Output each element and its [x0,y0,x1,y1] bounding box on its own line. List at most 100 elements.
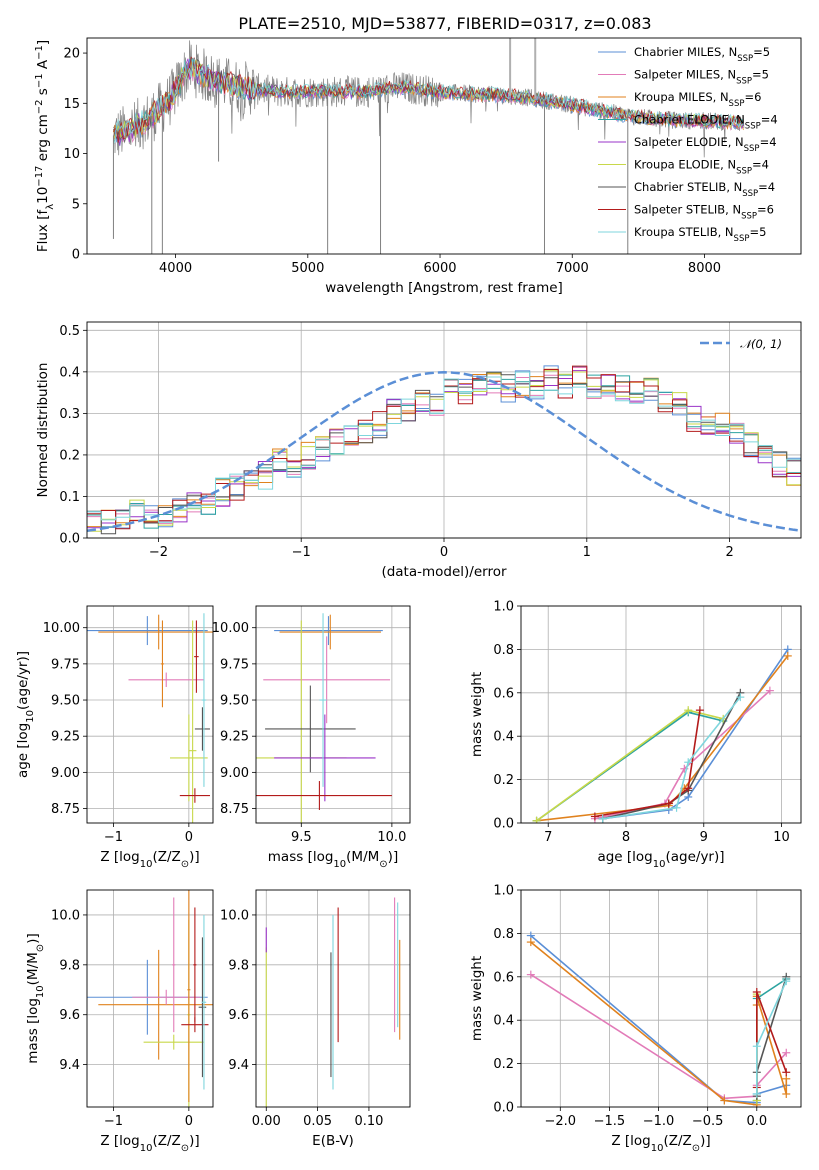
panel-mass-vs-z: −1 09.49.69.810.0Z [log10(Z/Z⊙)]mass [log… [25,889,214,1154]
legend-suffix: =4 [760,135,777,149]
y-axis-label-part: s [35,88,51,99]
legend-sub: SSP [744,144,760,154]
data-point [172,897,176,1033]
axes-frame [86,889,214,1108]
legend-entry: 𝒩(0, 1) [740,337,782,351]
legend-label: Salpeter STELIB, N [634,203,741,217]
data-point [128,672,204,688]
y-tick-label: 0.4 [493,1014,514,1029]
x-axis-label-part: 10 [653,859,666,870]
axes-frame [255,605,411,824]
plot-area-residuals [87,365,801,535]
legend-suffix: =5 [752,68,769,82]
x-tick-label: 0 [185,830,193,845]
x-axis-label: Z [log10(Z/Z⊙)] [611,1133,710,1154]
x-tick-label: 0.00 [252,1114,281,1129]
plot-area-mass-vs-ebv [265,897,401,1107]
figure-title: PLATE=2510, MJD=53877, FIBERID=0317, z=0… [238,14,651,33]
y-axis-label-part: ⊙ [35,944,46,952]
legend-suffix: =4 [761,113,778,127]
x-tick-label: 9.5 [291,830,312,845]
data-point [201,613,207,787]
legend-sub: SSP [736,167,752,177]
y-tick-label: 0.2 [493,1057,514,1072]
x-tick-label: 7000 [556,261,589,276]
x-tick-label: −0.5 [692,1114,724,1129]
panel-spectrum: 4000 5000 6000 7000 8000 0 5 10 15 20 Chabrier MIL… [34,37,802,296]
x-tick-label: 8 [622,830,630,845]
legend-sub: SSP [734,234,750,244]
legend-suffix: =4 [758,180,775,194]
x-axis-label-part: (age/yr)] [665,849,724,865]
x-axis-label: wavelength [Angstrom, rest frame] [325,280,563,296]
x-tick-label: −2.0 [545,1114,577,1129]
x-tick-label: 7 [544,830,552,845]
x-tick-label: −1.5 [594,1114,626,1129]
y-axis-label: Flux [fλ10−17 erg cm−2 s−1 A−1] [34,40,56,252]
y-tick-label: 9.75 [220,657,249,672]
y-axis-label-part: −17 [34,166,45,187]
legend-entry: Chabrier STELIB, NSSP=4 [634,180,775,199]
y-tick-label: 0.0 [493,817,514,832]
legend-entry: Kroupa MILES, NSSP=6 [634,90,761,109]
plus-marker [590,812,599,821]
y-tick-label: 9.4 [228,1058,249,1073]
plus-marker [783,651,792,660]
data-point [274,714,376,802]
y-tick-label: 1.0 [493,884,514,899]
legend-sub: SSP [745,122,761,132]
mass-weight-line-kroupa-miles [536,655,789,822]
x-axis-label-part: (Z/Z [152,849,180,865]
x-axis-label-part: )] [189,849,200,865]
y-axis-label-part: )] [25,933,41,944]
x-axis-label-part: (Z/Z [152,1133,180,1149]
y-tick-label: 20 [63,47,80,62]
y-tick-label: 15 [63,97,80,112]
x-tick-label: 10.0 [377,830,406,845]
legend-label: Kroupa MILES, N [634,90,729,104]
y-tick-label: 9.25 [220,730,249,745]
legend-entry: Salpeter ELODIE, NSSP=4 [634,135,777,154]
data-point [132,989,201,1005]
plot-area-spectrum [112,38,745,254]
y-tick-label: 9.75 [51,657,80,672]
plot-area-age-vs-z [87,613,213,823]
data-point [194,707,210,751]
x-axis-label-part: 10 [651,1143,664,1154]
y-tick-label: 9.4 [59,1058,80,1073]
y-tick-label: 9.6 [59,1008,80,1023]
data-point [188,620,197,823]
y-tick-label: 9.50 [51,694,80,709]
legend-sub: SSP [736,77,752,87]
x-axis-label: (data-model)/error [381,564,507,580]
plus-marker [526,970,535,979]
y-tick-label: 10.0 [220,908,249,923]
plus-marker [598,814,607,823]
x-tick-label: 0 [185,1114,193,1129]
axes-frame [86,37,802,255]
y-axis-label-part: 10 [35,985,46,998]
panel-mass-vs-ebv: 0.00 0.05 0.10 9.4 9.6 9.8 10.0 E(B-V) [220,889,411,1149]
data-point [265,685,356,773]
mass-weight-line-salpeter-miles [594,690,771,820]
legend-label: Salpeter MILES, N [634,68,736,82]
x-axis-label: age [log10(age/yr)] [597,849,724,870]
data-point [193,907,197,1023]
legend-label: Kroupa STELIB, N [634,225,734,239]
panel-age-vs-mass: 9.5 10.0 8.75 9.00 9.25 9.50 9.75 10.00 mass [lo… [212,605,411,870]
x-axis-label-part: ⊙ [692,1143,700,1154]
y-axis-label: age [log10(age/yr)] [15,651,36,778]
mass-weight-line-chabrier-miles [602,648,789,820]
x-axis-label-part: (M/M [346,849,379,865]
data-point [274,616,383,646]
plus-marker [526,938,535,947]
y-tick-label: 0.0 [493,1101,514,1116]
y-axis-label: Normed distribution [35,363,51,498]
y-tick-label: 0.1 [59,490,80,505]
x-tick-label: 6000 [423,261,456,276]
y-axis-label-part: −1 [34,45,45,60]
residual-histogram-chabrier-stelib [87,371,801,535]
plus-marker [782,1089,791,1098]
